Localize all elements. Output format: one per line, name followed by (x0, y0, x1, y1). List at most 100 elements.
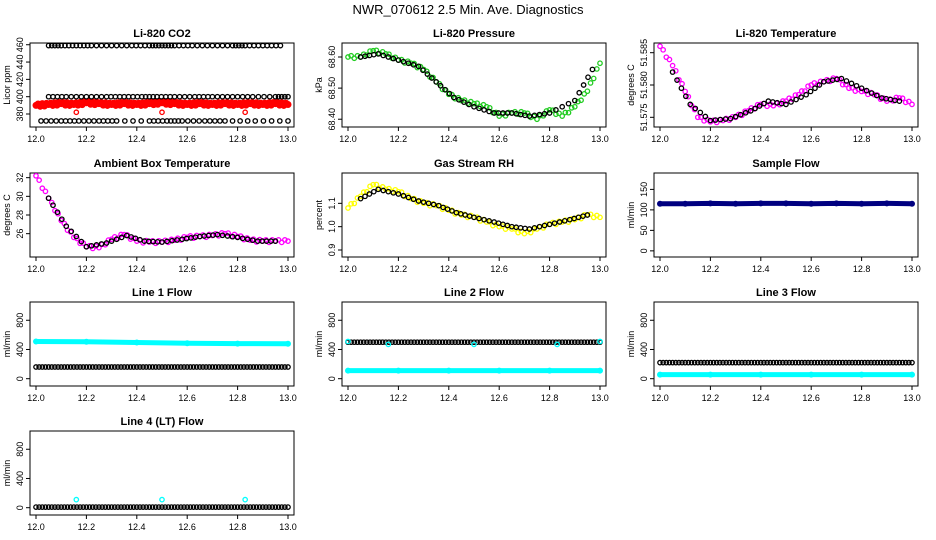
data-point (196, 93, 203, 100)
data-point (68, 228, 75, 235)
data-point (250, 364, 257, 370)
data-point (486, 108, 492, 115)
chart-title: Li-820 Pressure (433, 28, 515, 40)
data-point (53, 118, 60, 124)
data-point (191, 93, 198, 100)
data-point (273, 42, 279, 49)
data-point (209, 42, 216, 49)
data-point (534, 116, 540, 123)
y-tick-label: 380 (15, 106, 25, 121)
data-point (93, 242, 100, 248)
data-point (156, 364, 162, 370)
data-point (657, 200, 663, 207)
y-axis-label: ml/min (2, 460, 12, 487)
data-point (266, 364, 272, 370)
data-point (798, 88, 805, 94)
data-point (524, 339, 531, 346)
data-point (896, 98, 903, 105)
data-point (88, 242, 95, 249)
data-point (808, 371, 815, 378)
data-point (146, 364, 153, 370)
chart-title: Line 4 (LT) Flow (121, 416, 204, 428)
data-point (83, 93, 90, 100)
data-point (171, 364, 178, 370)
x-tick-label: 12.2 (78, 134, 96, 144)
data-point (757, 200, 764, 207)
y-tick-label: 0 (15, 505, 25, 510)
data-point (578, 339, 584, 346)
data-point (496, 367, 503, 374)
data-point (237, 504, 244, 510)
data-point (67, 504, 74, 510)
data-point (118, 504, 124, 510)
data-point (61, 364, 68, 370)
data-point (587, 211, 594, 218)
data-point (515, 339, 521, 346)
data-point (184, 118, 191, 124)
data-point (726, 359, 733, 366)
data-point (581, 212, 588, 218)
data-point (458, 339, 465, 346)
data-point (792, 359, 799, 366)
data-point (546, 339, 553, 346)
data-point (855, 359, 862, 366)
data-point (833, 200, 840, 207)
x-tick-label: 12.6 (802, 393, 820, 403)
data-point (269, 237, 276, 243)
data-point (446, 90, 453, 97)
data-point (846, 359, 852, 366)
data-point (808, 200, 815, 207)
x-tick-label: 12.0 (651, 134, 669, 144)
data-point (54, 93, 61, 100)
data-point (130, 504, 137, 510)
data-point (526, 113, 533, 119)
y-tick-label: 800 (327, 313, 337, 328)
data-point (217, 118, 223, 124)
data-point (476, 105, 482, 112)
data-point (63, 93, 70, 100)
data-point (390, 189, 397, 196)
x-tick-label: 12.4 (752, 134, 770, 144)
data-point (108, 238, 115, 244)
data-point (275, 504, 282, 510)
data-point (124, 504, 131, 510)
x-tick-label: 13.0 (591, 134, 609, 144)
y-tick-label: 400 (327, 342, 337, 357)
data-point (672, 359, 679, 366)
data-point (215, 364, 222, 370)
data-point (597, 60, 603, 67)
data-point (38, 118, 44, 124)
data-point (761, 359, 767, 366)
data-point (880, 359, 887, 366)
data-point (712, 117, 719, 123)
data-point (674, 77, 680, 84)
y-tick-label: 1.1 (327, 197, 337, 210)
data-point (277, 42, 284, 49)
data-point (269, 364, 276, 370)
data-point (549, 107, 556, 114)
data-point (194, 42, 201, 49)
data-point (196, 364, 203, 370)
data-point (788, 99, 794, 105)
data-point (411, 339, 417, 346)
data-point (805, 83, 811, 90)
data-point (241, 364, 247, 370)
data-point (345, 338, 351, 345)
data-point (354, 339, 361, 346)
data-point (181, 504, 187, 510)
data-point (33, 338, 39, 345)
data-point (584, 88, 591, 95)
data-point (793, 96, 799, 103)
data-point (115, 364, 121, 370)
data-point (285, 504, 291, 510)
y-tick-label: 400 (639, 342, 649, 357)
data-point (682, 359, 689, 366)
data-point (212, 504, 219, 510)
data-point (373, 181, 380, 188)
data-point (575, 339, 581, 346)
data-point (798, 359, 805, 366)
data-point (127, 504, 134, 510)
data-point (105, 364, 112, 370)
data-point (805, 359, 811, 366)
data-point (250, 504, 257, 510)
